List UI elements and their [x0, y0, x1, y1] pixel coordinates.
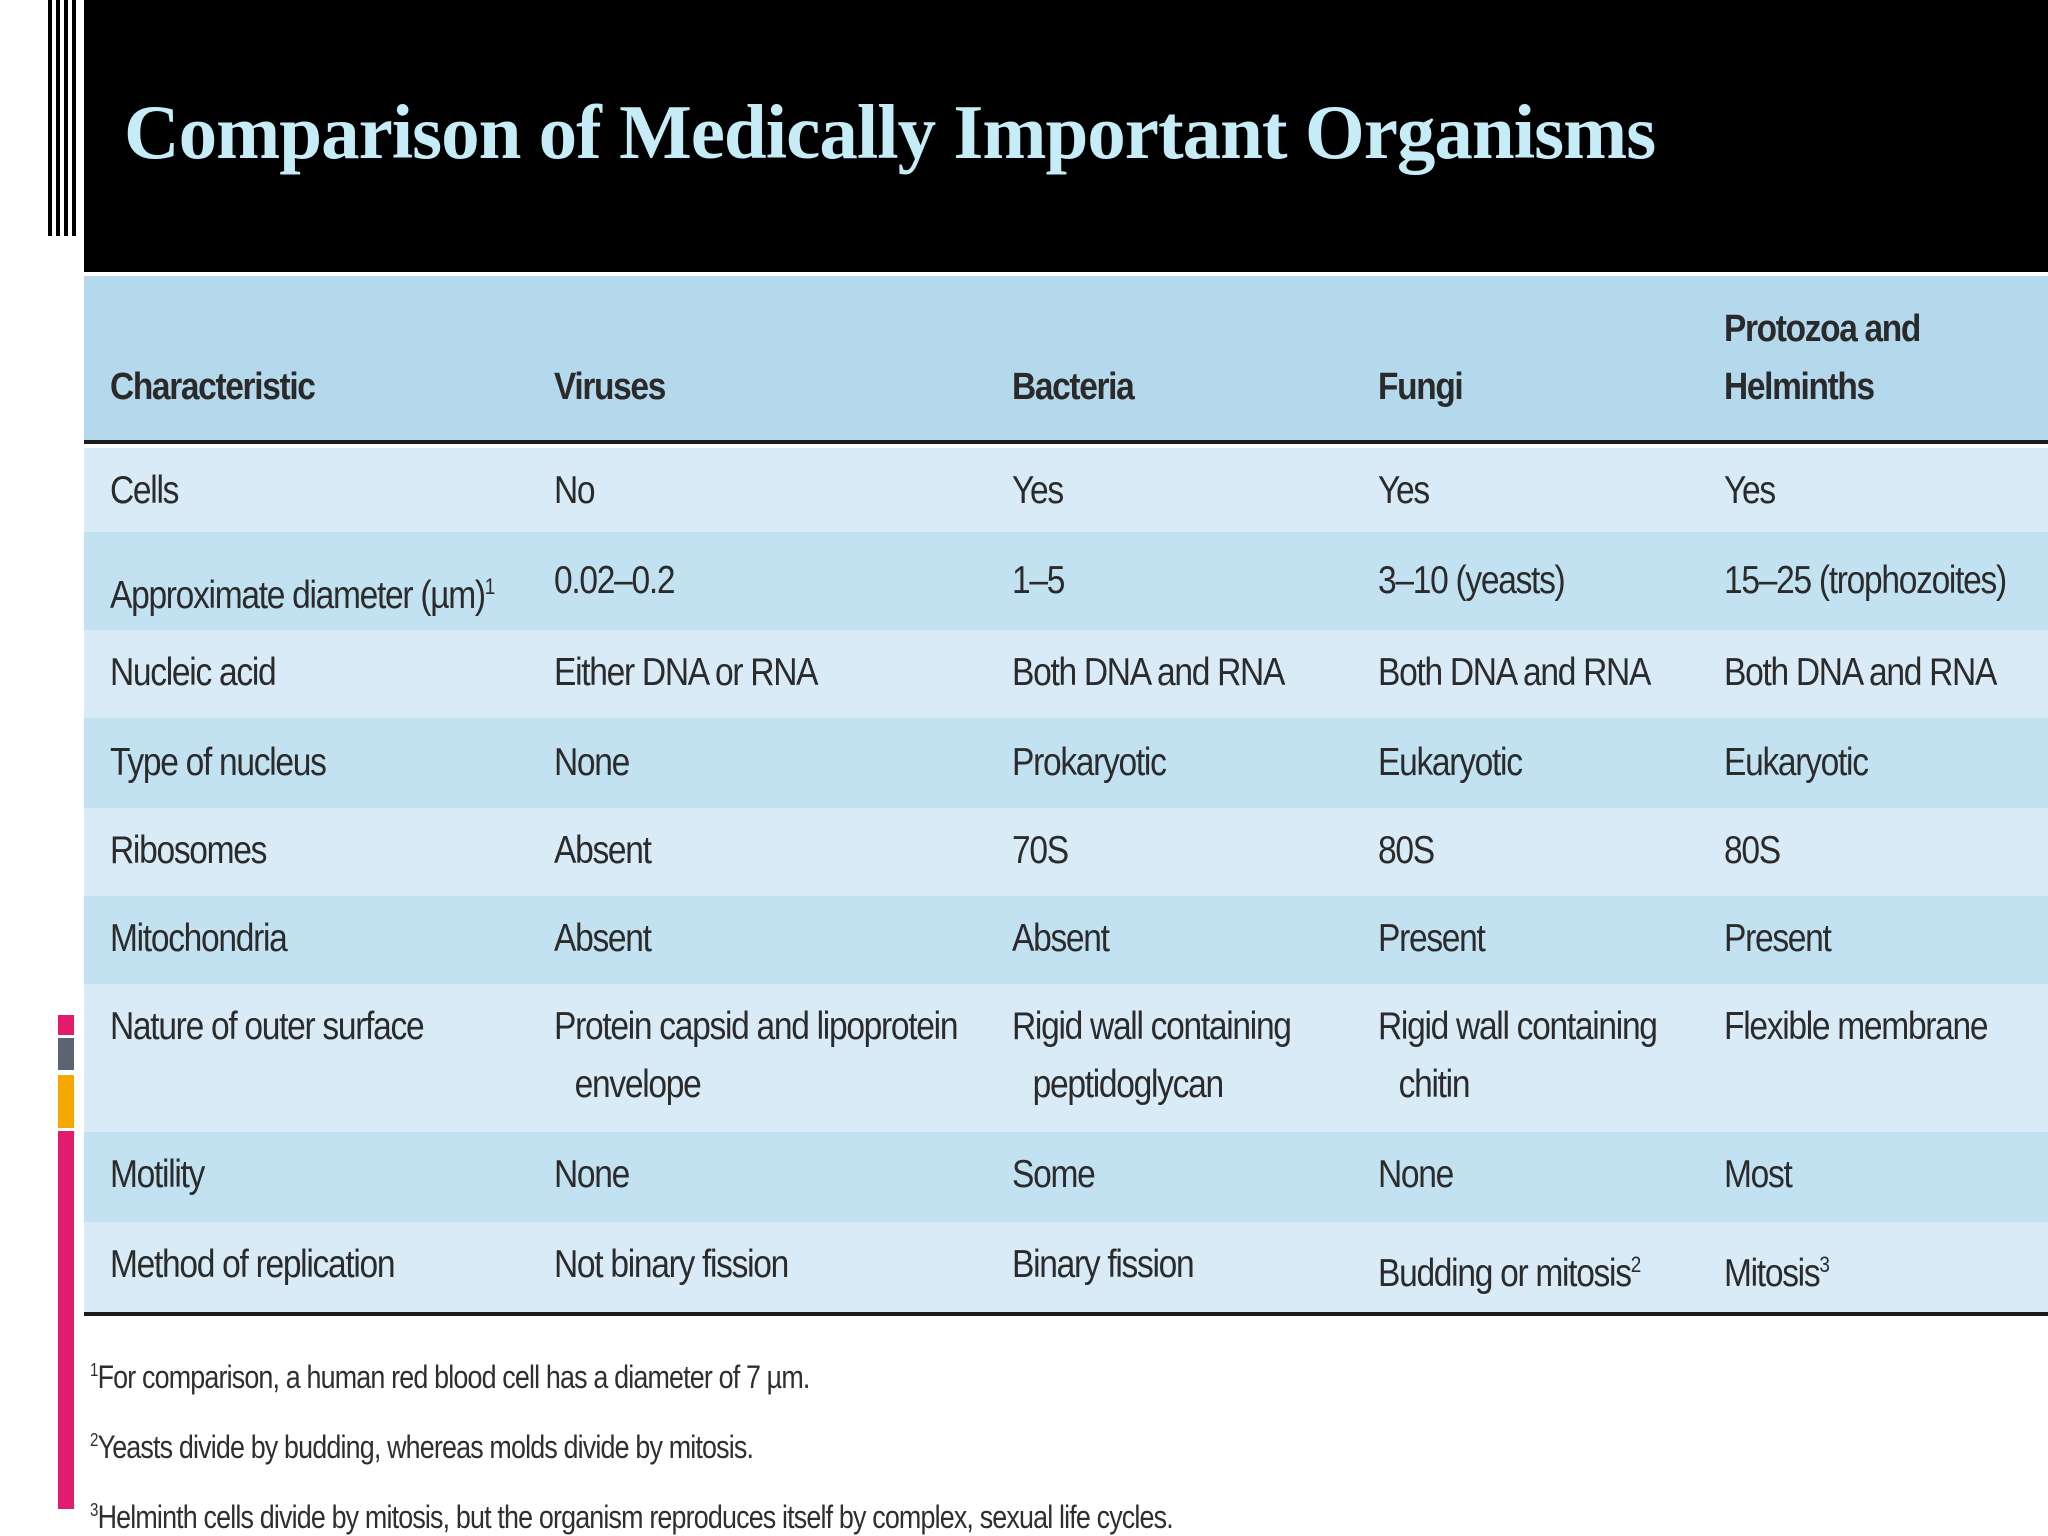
- cell-bacteria: Yes: [1012, 469, 1064, 512]
- header-bacteria: Bacteria: [1012, 366, 1135, 408]
- cell-viruses: Not binary fission: [554, 1243, 789, 1286]
- header-protozoa-line1: Protozoa and: [1724, 308, 1921, 350]
- header-fungi: Fungi: [1378, 366, 1464, 408]
- cell-bacteria: Some: [1012, 1153, 1096, 1196]
- footnote-1: 1For comparison, a human red blood cell …: [90, 1350, 810, 1397]
- footnote-1-text: For comparison, a human red blood cell h…: [97, 1359, 811, 1395]
- table-row: Mitochondria Absent Absent Present Prese…: [84, 896, 2048, 984]
- cell-bacteria: Rigid wall containing peptidoglycan: [1012, 998, 1292, 1114]
- cell-bacteria-line1: Rigid wall containing: [1012, 1005, 1292, 1048]
- cell-viruses: Protein capsid and lipoprotein envelope: [554, 998, 958, 1114]
- cell-viruses: Either DNA or RNA: [554, 651, 819, 694]
- footnote-2: 2Yeasts divide by budding, whereas molds…: [90, 1420, 754, 1467]
- cell-protozoa-helminths: Flexible membrane: [1724, 1005, 1989, 1048]
- cell-fungi: 80S: [1378, 829, 1435, 872]
- footnote-3: 3Helminth cells divide by mitosis, but t…: [90, 1490, 1174, 1536]
- accent-bar-pink-small: [58, 1015, 74, 1035]
- cell-viruses: Absent: [554, 829, 652, 872]
- table-row: Ribosomes Absent 70S 80S 80S: [84, 808, 2048, 896]
- accent-bar-gray: [58, 1038, 74, 1070]
- cell-bacteria-line2: peptidoglycan: [1032, 1063, 1225, 1106]
- cell-protozoa-helminths: Both DNA and RNA: [1724, 651, 1997, 694]
- cell-viruses: Absent: [554, 917, 652, 960]
- cell-fungi: 3–10 (yeasts): [1378, 559, 1566, 602]
- header-characteristic: Characteristic: [110, 366, 316, 408]
- cell-protozoa-helminths: 80S: [1724, 829, 1781, 872]
- cell-protozoa-helminths: Most: [1724, 1153, 1793, 1196]
- cell-protozoa-helminths: Present: [1724, 917, 1832, 960]
- cell-characteristic: Motility: [110, 1153, 205, 1196]
- cell-characteristic: Ribosomes: [110, 829, 267, 872]
- footnote-ref-1: 1: [484, 574, 496, 599]
- header-protozoa-line2: Helminths: [1724, 366, 1875, 408]
- cell-fungi: Present: [1378, 917, 1486, 960]
- accent-bar-pink-long: [58, 1131, 74, 1509]
- cell-characteristic-text: Approximate diameter (µm): [110, 574, 486, 617]
- cell-characteristic: Approximate diameter (µm)1: [110, 558, 495, 625]
- cell-characteristic: Mitochondria: [110, 917, 288, 960]
- cell-viruses-line1: Protein capsid and lipoprotein: [554, 1005, 958, 1048]
- slide-title: Comparison of Medically Important Organi…: [124, 89, 1656, 175]
- cell-bacteria: Prokaryotic: [1012, 741, 1167, 784]
- footnote-ref-3: 3: [1819, 1252, 1830, 1277]
- footnote-2-mark: 2: [90, 1430, 98, 1450]
- cell-characteristic: Nucleic acid: [110, 651, 277, 694]
- cell-protozoa-helminths-text: Mitosis: [1724, 1252, 1821, 1295]
- table-row: Approximate diameter (µm)1 0.02–0.2 1–5 …: [84, 532, 2048, 630]
- cell-protozoa-helminths: Yes: [1724, 469, 1776, 512]
- cell-fungi: None: [1378, 1153, 1454, 1196]
- footnote-ref-2: 2: [1630, 1252, 1642, 1277]
- table-row: Motility None Some None Most: [84, 1132, 2048, 1222]
- cell-bacteria: 70S: [1012, 829, 1069, 872]
- title-band: Comparison of Medically Important Organi…: [84, 0, 2048, 272]
- table-row: Method of replication Not binary fission…: [84, 1222, 2048, 1312]
- table-row: Nucleic acid Either DNA or RNA Both DNA …: [84, 630, 2048, 718]
- table-bottom-rule: [84, 1312, 2048, 1316]
- cell-bacteria: Binary fission: [1012, 1243, 1195, 1286]
- cell-fungi-text: Budding or mitosis: [1378, 1252, 1632, 1295]
- footnote-2-text: Yeasts divide by budding, whereas molds …: [97, 1429, 754, 1465]
- cell-bacteria: 1–5: [1012, 559, 1065, 602]
- cell-fungi-line2: chitin: [1398, 1063, 1471, 1106]
- cell-viruses: None: [554, 1153, 630, 1196]
- cell-fungi: Yes: [1378, 469, 1430, 512]
- accent-bar-gold: [58, 1075, 74, 1128]
- cell-protozoa-helminths: Eukaryotic: [1724, 741, 1869, 784]
- cell-fungi: Budding or mitosis2: [1378, 1236, 1641, 1303]
- cell-characteristic: Method of replication: [110, 1243, 396, 1286]
- comparison-table: Characteristic Viruses Bacteria Fungi Pr…: [84, 272, 2048, 1536]
- cell-protozoa-helminths: 15–25 (trophozoites): [1724, 559, 2007, 602]
- cell-fungi: Both DNA and RNA: [1378, 651, 1651, 694]
- table-row: Type of nucleus None Prokaryotic Eukaryo…: [84, 718, 2048, 808]
- cell-bacteria: Absent: [1012, 917, 1110, 960]
- table-row: Nature of outer surface Protein capsid a…: [84, 984, 2048, 1132]
- cell-viruses: No: [554, 469, 596, 512]
- decorative-gap: [76, 0, 84, 1536]
- footnote-3-text: Helminth cells divide by mitosis, but th…: [97, 1499, 1174, 1535]
- cell-protozoa-helminths: Mitosis3: [1724, 1236, 1830, 1303]
- cell-viruses: 0.02–0.2: [554, 559, 676, 602]
- cell-characteristic: Type of nucleus: [110, 741, 327, 784]
- table-header: Characteristic Viruses Bacteria Fungi Pr…: [84, 276, 2048, 444]
- footnote-1-mark: 1: [90, 1360, 98, 1380]
- footnote-3-mark: 3: [90, 1500, 98, 1520]
- cell-fungi: Rigid wall containing chitin: [1378, 998, 1658, 1114]
- header-viruses: Viruses: [554, 366, 666, 408]
- cell-viruses-line2: envelope: [574, 1063, 702, 1106]
- cell-fungi: Eukaryotic: [1378, 741, 1523, 784]
- table-row: Cells No Yes Yes Yes: [84, 448, 2048, 532]
- cell-viruses: None: [554, 741, 630, 784]
- cell-characteristic: Nature of outer surface: [110, 1005, 425, 1048]
- cell-fungi-line1: Rigid wall containing: [1378, 1005, 1658, 1048]
- cell-characteristic: Cells: [110, 469, 179, 512]
- cell-bacteria: Both DNA and RNA: [1012, 651, 1285, 694]
